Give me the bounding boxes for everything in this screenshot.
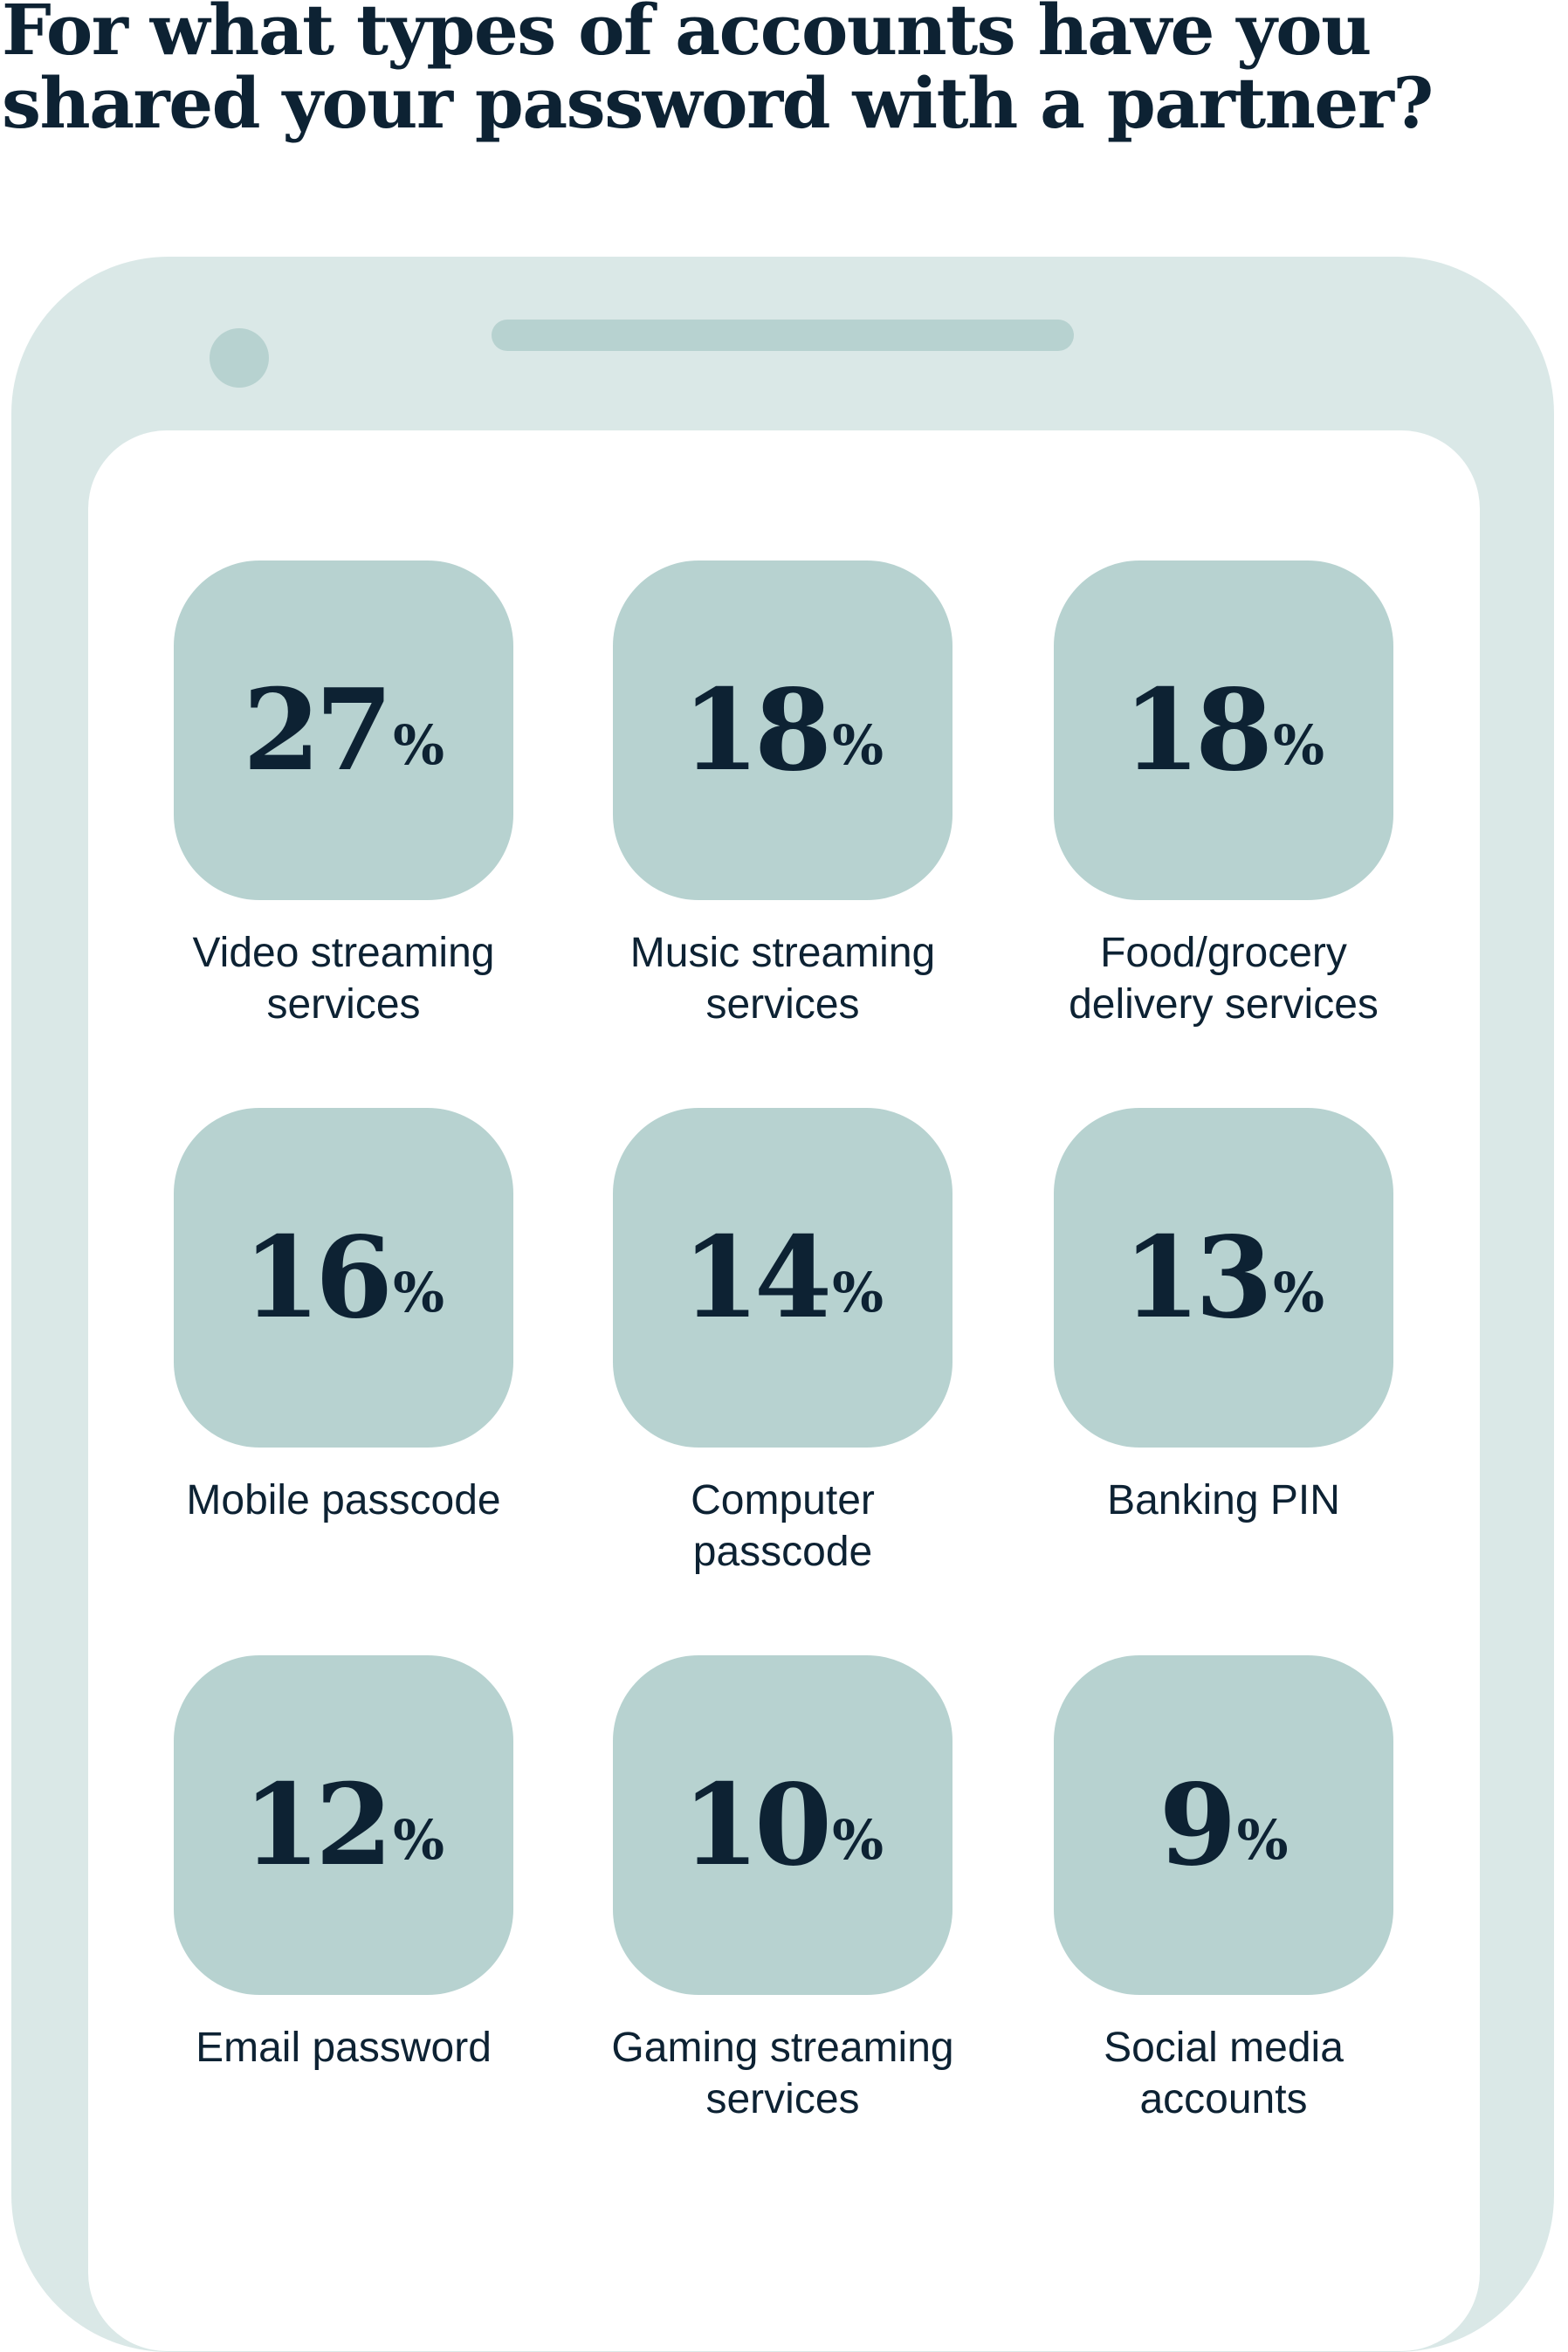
percent-sign: % [832, 713, 884, 777]
stat-value: 12 [242, 1759, 393, 1891]
stat-card: 18% Music streaming services [613, 560, 952, 1028]
stat-card: 16% Mobile passcode [174, 1108, 513, 1523]
stat-value: 18 [1122, 664, 1273, 796]
stat-tile: 16% [174, 1108, 513, 1448]
stat-label: Music streaming services [629, 930, 936, 1028]
phone-speaker-icon [492, 320, 1074, 351]
stat-tile: 9% [1054, 1655, 1393, 1995]
stat-value: 18 [681, 664, 832, 796]
stat-card: 18% Food/grocery delivery services [1054, 560, 1393, 1028]
stat-label: Email password [196, 2025, 492, 2071]
percent-sign: % [1273, 1261, 1325, 1324]
stat-value: 14 [681, 1212, 832, 1344]
stat-card: 14% Computer passcode [613, 1108, 952, 1575]
stat-value: 10 [681, 1759, 832, 1891]
phone-camera-icon [210, 328, 269, 388]
stat-label: Social media accounts [1104, 2025, 1344, 2122]
stat-card: 12% Email password [174, 1655, 513, 2071]
stat-card: 9% Social media accounts [1054, 1655, 1393, 2122]
percent-sign: % [393, 1808, 445, 1872]
stat-label: Banking PIN [1107, 1477, 1340, 1523]
stat-value: 27 [242, 664, 393, 796]
stat-tile: 18% [613, 560, 952, 900]
stat-tile: 13% [1054, 1108, 1393, 1448]
percent-sign: % [832, 1808, 884, 1872]
stat-card: 10% Gaming streaming services [611, 1655, 954, 2122]
stat-card: 27% Video streaming services [174, 560, 513, 1028]
percent-sign: % [1273, 713, 1325, 777]
stat-value: 9 [1159, 1759, 1237, 1891]
stat-value: 13 [1122, 1212, 1273, 1344]
stat-label: Computer passcode [691, 1477, 875, 1575]
percent-sign: % [1236, 1808, 1289, 1872]
stat-value: 16 [242, 1212, 393, 1344]
stat-tile: 14% [613, 1108, 952, 1448]
stat-card: 13% Banking PIN [1054, 1108, 1393, 1523]
stat-label: Video streaming services [192, 930, 495, 1028]
percent-sign: % [832, 1261, 884, 1324]
percent-sign: % [393, 713, 445, 777]
stat-label: Food/grocery delivery services [1069, 930, 1379, 1028]
stat-tile: 12% [174, 1655, 513, 1995]
stat-tile: 27% [174, 560, 513, 900]
stat-tile: 18% [1054, 560, 1393, 900]
stat-label: Mobile passcode [186, 1477, 501, 1523]
page-title: For what types of accounts have you shar… [2, 0, 1434, 144]
percent-sign: % [393, 1261, 445, 1324]
stat-label: Gaming streaming services [611, 2025, 954, 2122]
stat-tile: 10% [613, 1655, 952, 1995]
